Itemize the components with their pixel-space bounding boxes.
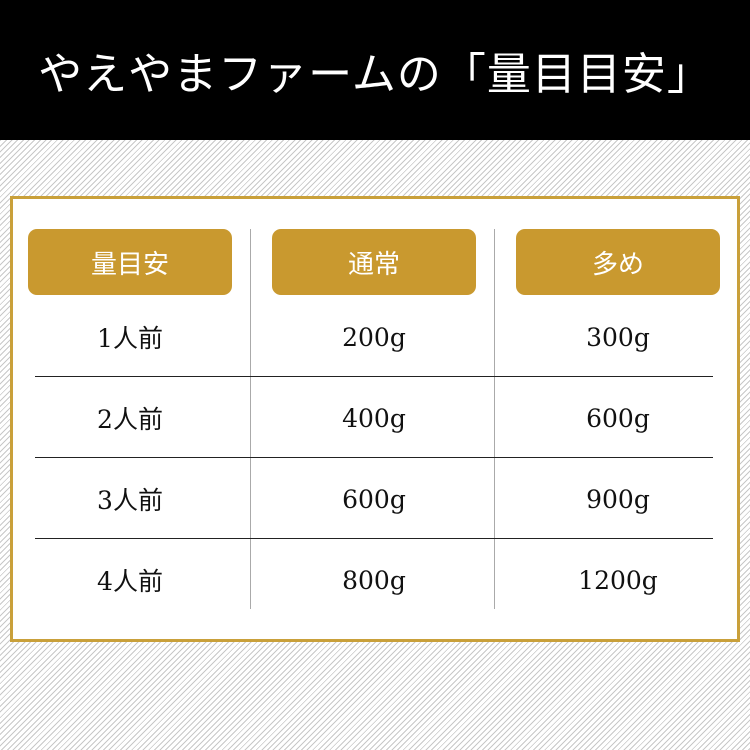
portion-cell: 4人前 (97, 567, 163, 596)
portion-cell: 2人前 (97, 405, 163, 434)
large-amount-cell: 300g (586, 322, 650, 352)
large-amount-cell: 1200g (578, 565, 658, 595)
large-amount-cell: 600g (586, 403, 650, 433)
table-row: 1人前 200g 300g (35, 297, 713, 377)
normal-amount-cell: 400g (342, 403, 406, 433)
header-normal: 通常 (272, 229, 476, 295)
large-amount-cell: 900g (586, 484, 650, 514)
header-portion: 量目安 (28, 229, 232, 295)
column-divider (494, 229, 495, 609)
normal-amount-cell: 600g (342, 484, 406, 514)
portion-cell: 3人前 (97, 486, 163, 515)
column-divider (250, 229, 251, 609)
table-row: 4人前 800g 1200g (35, 540, 713, 620)
table-row: 3人前 600g 900g (35, 459, 713, 539)
page-title: やえやまファームの「量目目安」 (0, 0, 750, 140)
portion-cell: 1人前 (97, 324, 163, 353)
portion-table: 量目安 通常 多め 1人前 200g 300g 2人前 400g 600g 3人前 600g 9… (10, 196, 740, 642)
normal-amount-cell: 200g (342, 322, 406, 352)
normal-amount-cell: 800g (342, 565, 406, 595)
header-large: 多め (516, 229, 720, 295)
table-row: 2人前 400g 600g (35, 378, 713, 458)
